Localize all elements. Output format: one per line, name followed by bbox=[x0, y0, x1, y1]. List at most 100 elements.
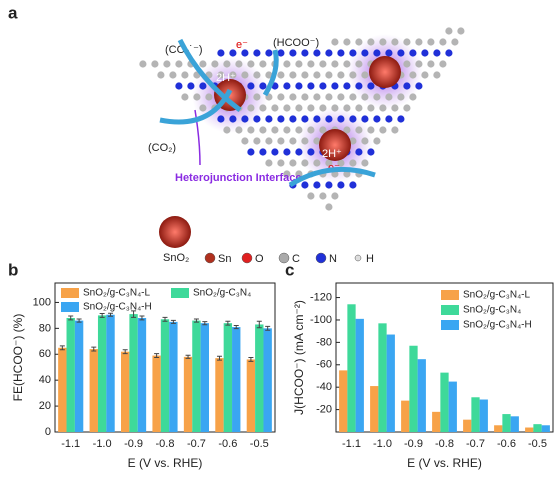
x-tick-label: -0.5 bbox=[528, 438, 547, 450]
atom bbox=[295, 170, 303, 178]
atom bbox=[259, 104, 267, 112]
bar bbox=[232, 327, 241, 432]
atom bbox=[139, 60, 147, 68]
bar bbox=[401, 400, 410, 432]
error-bar bbox=[122, 349, 128, 355]
atom bbox=[427, 38, 435, 46]
atom bbox=[367, 38, 375, 46]
atom bbox=[439, 60, 447, 68]
legend-swatch bbox=[61, 288, 79, 298]
atom bbox=[301, 181, 309, 189]
error-bar bbox=[216, 355, 222, 361]
bar bbox=[255, 324, 264, 432]
bar bbox=[169, 321, 178, 432]
atom bbox=[349, 49, 357, 57]
atom bbox=[295, 148, 303, 156]
atom bbox=[307, 60, 315, 68]
atom bbox=[427, 60, 435, 68]
error-bar bbox=[108, 312, 114, 317]
bar bbox=[448, 381, 457, 432]
bar bbox=[463, 419, 472, 432]
atom bbox=[325, 115, 333, 123]
atom-label: Sn bbox=[218, 253, 231, 265]
atom bbox=[307, 104, 315, 112]
y-tick-label: -80 bbox=[316, 336, 332, 348]
atom bbox=[151, 60, 159, 68]
atom bbox=[265, 159, 273, 167]
atom bbox=[415, 38, 423, 46]
atom bbox=[409, 49, 417, 57]
atom bbox=[277, 93, 285, 101]
atom bbox=[337, 159, 345, 167]
legend-swatch bbox=[441, 320, 459, 330]
legend-label: SnO₂/g-C₃N₄ bbox=[463, 305, 521, 316]
atom bbox=[337, 115, 345, 123]
atom bbox=[259, 60, 267, 68]
x-tick-label: -0.8 bbox=[156, 438, 175, 450]
lattice bbox=[139, 27, 465, 248]
atom bbox=[349, 159, 357, 167]
atom bbox=[319, 82, 327, 90]
cluster bbox=[159, 216, 191, 248]
atom bbox=[277, 137, 285, 145]
atom bbox=[343, 82, 351, 90]
atom bbox=[175, 82, 183, 90]
atom bbox=[355, 104, 363, 112]
atom bbox=[337, 93, 345, 101]
atom bbox=[307, 82, 315, 90]
atom-swatch bbox=[315, 252, 327, 264]
atom bbox=[301, 49, 309, 57]
atom bbox=[283, 126, 291, 134]
x-tick-label: -0.8 bbox=[435, 438, 454, 450]
atom bbox=[181, 71, 189, 79]
legend-label: SnO₂/g-C₃N₄-H bbox=[463, 320, 532, 331]
label: e⁻ bbox=[236, 39, 248, 51]
x-tick-label: -0.7 bbox=[187, 438, 206, 450]
atom bbox=[331, 104, 339, 112]
atom bbox=[283, 170, 291, 178]
legend-swatch bbox=[171, 288, 189, 298]
atom-label: N bbox=[329, 253, 337, 265]
atom bbox=[247, 148, 255, 156]
atom bbox=[337, 49, 345, 57]
atom bbox=[361, 137, 369, 145]
atom bbox=[361, 49, 369, 57]
atom bbox=[325, 93, 333, 101]
y-tick-label: -20 bbox=[316, 404, 332, 416]
atom bbox=[325, 71, 333, 79]
bar bbox=[502, 414, 511, 432]
bar bbox=[246, 359, 256, 432]
atom bbox=[355, 126, 363, 134]
atom bbox=[349, 93, 357, 101]
x-tick-label: -0.6 bbox=[497, 438, 516, 450]
atom bbox=[271, 126, 279, 134]
atom bbox=[319, 192, 327, 200]
atom bbox=[451, 38, 459, 46]
atom bbox=[331, 82, 339, 90]
atom bbox=[163, 60, 171, 68]
atom bbox=[217, 115, 225, 123]
atom bbox=[325, 49, 333, 57]
atom-label: H bbox=[366, 253, 374, 265]
x-tick-label: -0.7 bbox=[466, 438, 485, 450]
atom bbox=[307, 192, 315, 200]
atom bbox=[301, 93, 309, 101]
atom bbox=[331, 192, 339, 200]
atom bbox=[397, 49, 405, 57]
atom bbox=[331, 38, 339, 46]
atom bbox=[193, 93, 201, 101]
atom bbox=[223, 126, 231, 134]
atom bbox=[313, 159, 321, 167]
atom bbox=[337, 181, 345, 189]
atom bbox=[379, 126, 387, 134]
x-axis-label: E (V vs. RHE) bbox=[128, 456, 203, 470]
bar bbox=[223, 323, 233, 432]
bar bbox=[347, 304, 356, 432]
atom bbox=[409, 93, 417, 101]
panel-label: c bbox=[285, 260, 294, 279]
label: (HCOO⁻) bbox=[273, 37, 319, 49]
atom bbox=[349, 137, 357, 145]
bar bbox=[121, 351, 130, 432]
atom bbox=[349, 181, 357, 189]
error-bar bbox=[99, 312, 105, 318]
